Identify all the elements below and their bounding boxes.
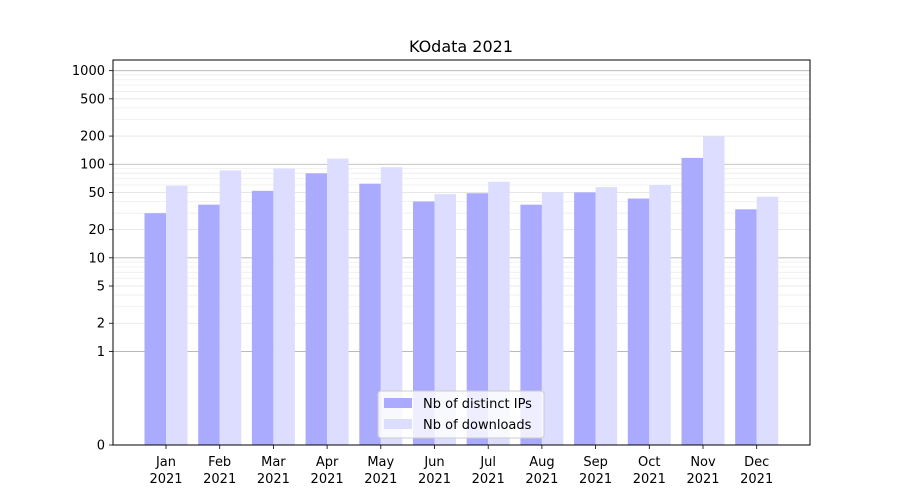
bar (166, 185, 188, 446)
x-tick-label-year: 2021 (149, 472, 182, 487)
legend-label: Nb of downloads (423, 418, 532, 433)
bar (144, 213, 166, 445)
x-tick-label-year: 2021 (686, 472, 719, 487)
bar (434, 194, 456, 445)
x-tick-label-year: 2021 (472, 472, 505, 487)
y-tick-label: 1 (97, 345, 105, 360)
y-tick-label: 200 (80, 130, 105, 145)
y-tick-label: 2 (97, 317, 105, 332)
bar (595, 187, 618, 445)
y-tick-label: 5 (97, 280, 105, 295)
legend-swatch (384, 419, 412, 429)
axes: 0 1 2 5 10 20 50 100 200 500 1000 Jan 2021 Feb 2021 Mar… (72, 59, 811, 487)
bar (413, 201, 435, 445)
x-tick-label-year: 2021 (525, 472, 558, 487)
x-tick-label: Mar (261, 455, 286, 470)
bar (466, 193, 489, 445)
y-tick-label: 20 (88, 223, 105, 238)
x-tick-label-year: 2021 (311, 472, 344, 487)
x-tick-label: Dec (744, 455, 769, 470)
y-tick-label: 100 (80, 158, 105, 173)
x-tick-label: Oct (638, 455, 660, 470)
y-tick-label: 0 (97, 439, 105, 454)
bar (627, 198, 650, 445)
legend-swatch (384, 398, 412, 408)
x-tick-label: Apr (316, 455, 339, 470)
plot-frame (112, 59, 811, 446)
bar (703, 136, 725, 445)
chart-title: KOdata 2021 (409, 37, 513, 56)
x-tick-label-year: 2021 (203, 472, 236, 487)
bar (520, 204, 542, 445)
x-tick-label-year: 2021 (740, 472, 773, 487)
x-tick-label: Jun (423, 455, 444, 470)
bar (649, 185, 671, 445)
bar (273, 168, 295, 445)
x-tick-label-year: 2021 (579, 472, 612, 487)
x-tick-label: Feb (208, 455, 231, 470)
bar (251, 190, 274, 445)
y-tick-label: 500 (80, 92, 105, 107)
legend-label: Nb of distinct IPs (423, 397, 532, 412)
x-tick-label-year: 2021 (418, 472, 451, 487)
y-tick-label: 50 (88, 186, 105, 201)
x-tick-label: Jul (479, 455, 496, 470)
y-tick-label: 10 (88, 251, 105, 266)
bar (756, 196, 779, 445)
bar (198, 204, 220, 445)
legend-box (377, 390, 545, 439)
x-tick-label-year: 2021 (257, 472, 290, 487)
bar (219, 170, 242, 445)
y-tick-label: 1000 (72, 64, 105, 79)
x-tick-label: Sep (583, 455, 608, 470)
x-tick-label: Nov (690, 455, 716, 470)
x-tick-label: May (367, 455, 394, 470)
bar (380, 167, 403, 446)
bar (305, 173, 328, 445)
x-tick-label-year: 2021 (633, 472, 666, 487)
legend: Nb of distinct IPs Nb of downloads (377, 390, 545, 439)
bar (327, 158, 349, 445)
bar (681, 157, 703, 446)
bars (144, 136, 779, 446)
x-tick-label: Jan (155, 455, 176, 470)
bar (359, 183, 381, 445)
bar (541, 192, 564, 445)
bar (574, 192, 596, 445)
bar (735, 209, 757, 445)
x-tick-label: Aug (529, 455, 554, 470)
x-tick-label-year: 2021 (364, 472, 397, 487)
bar (488, 181, 510, 446)
